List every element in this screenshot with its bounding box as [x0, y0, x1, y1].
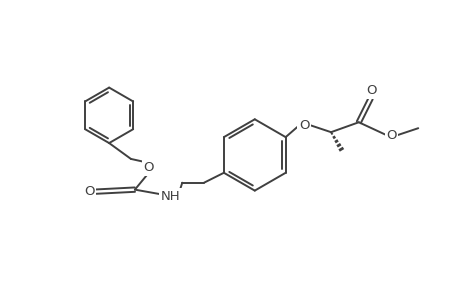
Text: O: O — [366, 84, 376, 97]
Text: O: O — [84, 185, 95, 198]
Text: O: O — [386, 129, 396, 142]
Text: O: O — [298, 119, 309, 132]
Text: O: O — [143, 161, 154, 174]
Text: NH: NH — [160, 190, 180, 203]
